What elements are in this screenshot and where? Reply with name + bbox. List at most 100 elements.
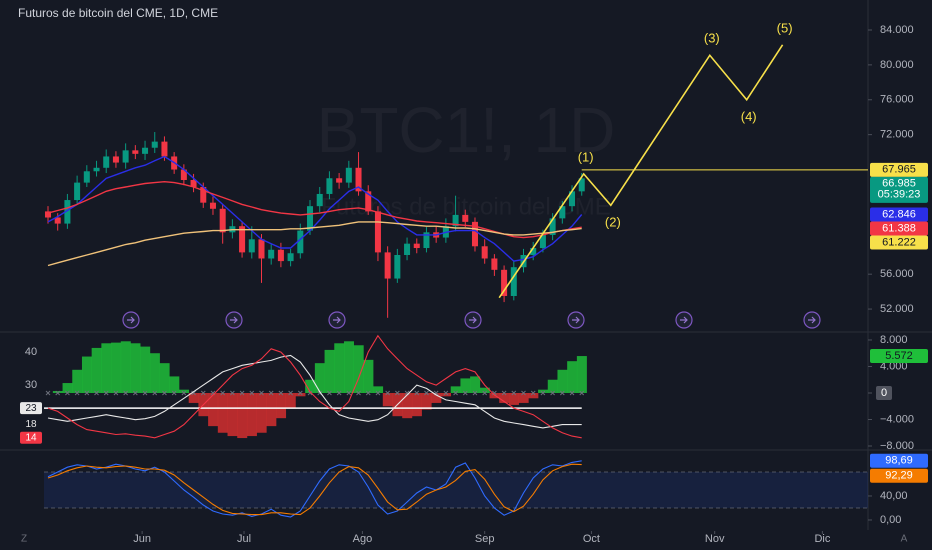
price-tag <box>870 235 928 250</box>
band-fill <box>44 471 868 508</box>
squeeze-dot <box>453 390 458 396</box>
candle-body <box>423 232 430 249</box>
price-tag <box>870 468 928 483</box>
price-tag <box>870 349 928 364</box>
candle-body <box>74 182 81 201</box>
candle-body <box>287 253 294 262</box>
squeeze-dot <box>230 390 235 396</box>
momentum-bar <box>169 376 180 393</box>
candle-body <box>471 221 478 247</box>
momentum-bar <box>402 392 413 419</box>
momentum-bar <box>353 345 364 393</box>
candle-body <box>404 243 411 255</box>
control-button: Z <box>21 534 27 545</box>
momentum-bar <box>101 343 112 393</box>
momentum-bar <box>567 361 578 393</box>
control-button: A <box>901 534 908 545</box>
momentum-bar <box>120 341 131 393</box>
squeeze-dot <box>482 390 488 396</box>
candle-body <box>307 206 314 231</box>
price-tag-label: 92,29 <box>885 470 913 482</box>
momentum-bar <box>256 392 267 433</box>
candle-body <box>180 169 187 180</box>
momentum-bar <box>576 356 587 393</box>
y-tick-label: 8.000 <box>880 334 908 346</box>
level-tag-label: 18 <box>25 419 37 430</box>
price-tag-label: 62.846 <box>882 208 916 220</box>
squeeze-dot <box>239 390 245 396</box>
squeeze-dot <box>443 390 449 396</box>
momentum-bar <box>547 379 558 393</box>
price-tag <box>870 207 928 222</box>
stochastic-line <box>47 460 582 518</box>
momentum-bar <box>227 392 238 437</box>
squeeze-dot <box>200 390 206 396</box>
candle-body <box>44 211 52 218</box>
wave-label: (5) <box>777 20 793 35</box>
squeeze-dot <box>45 390 51 396</box>
momentum-bar <box>450 386 461 393</box>
squeeze-dot <box>94 390 99 396</box>
stochastic-line <box>47 463 582 516</box>
event-icon-arrow <box>572 316 580 324</box>
momentum-bar <box>149 353 160 393</box>
price-tag <box>870 176 928 203</box>
momentum-bar <box>518 392 529 403</box>
squeeze-dot <box>191 390 196 396</box>
candle-body <box>355 167 362 192</box>
squeeze-dot <box>249 390 255 396</box>
candle-body <box>258 239 265 259</box>
x-tick-label: Jun <box>133 533 151 545</box>
y-tick-label: 0,00 <box>880 514 901 526</box>
price-tag-label: 61.388 <box>882 222 916 234</box>
level-tag <box>20 402 42 415</box>
elliott-wave <box>498 44 784 299</box>
price-tag <box>870 162 928 177</box>
momentum-bar <box>130 343 141 393</box>
event-icon-arrow <box>333 316 341 324</box>
momentum-bar <box>305 379 316 393</box>
chart-title: Futuros de bitcoin del CME, 1D, CME <box>18 6 218 20</box>
momentum-bar <box>411 392 422 417</box>
price-tag-label: 61.222 <box>882 236 916 248</box>
squeeze-dot <box>336 390 342 396</box>
candle-body <box>510 267 517 296</box>
momentum-bar <box>460 378 471 393</box>
squeeze-dot <box>530 390 536 396</box>
momentum-bar <box>276 392 287 419</box>
momentum-bar <box>111 342 122 393</box>
candle-body <box>578 178 585 192</box>
candle-body <box>112 156 119 163</box>
moving-average <box>47 221 582 267</box>
level-tag-label: 23 <box>25 403 37 414</box>
y-tick-label: 0 <box>881 387 887 399</box>
squeeze-dot <box>414 390 420 396</box>
moving-average <box>47 155 583 262</box>
squeeze-dot <box>327 390 332 396</box>
event-icon-arrow <box>808 316 816 324</box>
momentum-bar <box>334 343 345 393</box>
candle-body <box>549 218 556 235</box>
candle-body <box>200 186 207 203</box>
momentum-bar <box>421 392 432 410</box>
x-tick-label: Oct <box>583 533 600 545</box>
indicator-line <box>47 334 582 439</box>
y-tick-label: 52.000 <box>880 303 914 315</box>
squeeze-dot <box>365 390 371 396</box>
squeeze-dot <box>123 390 128 396</box>
candle-body <box>491 258 498 270</box>
squeeze-dot <box>74 390 80 396</box>
y-tick-label: 40,00 <box>880 490 908 502</box>
candle-body <box>481 246 488 259</box>
candle-body <box>530 248 537 255</box>
price-tag-label: 98,69 <box>885 455 913 467</box>
momentum-bar <box>324 349 335 393</box>
momentum-bar <box>188 392 199 403</box>
squeeze-dot <box>559 390 565 396</box>
squeeze-dot <box>540 390 546 396</box>
squeeze-dot <box>162 390 167 396</box>
y-tick-label: 72.000 <box>880 129 914 141</box>
squeeze-dot <box>550 390 555 396</box>
squeeze-dot <box>220 390 226 396</box>
squeeze-dot <box>579 390 585 396</box>
